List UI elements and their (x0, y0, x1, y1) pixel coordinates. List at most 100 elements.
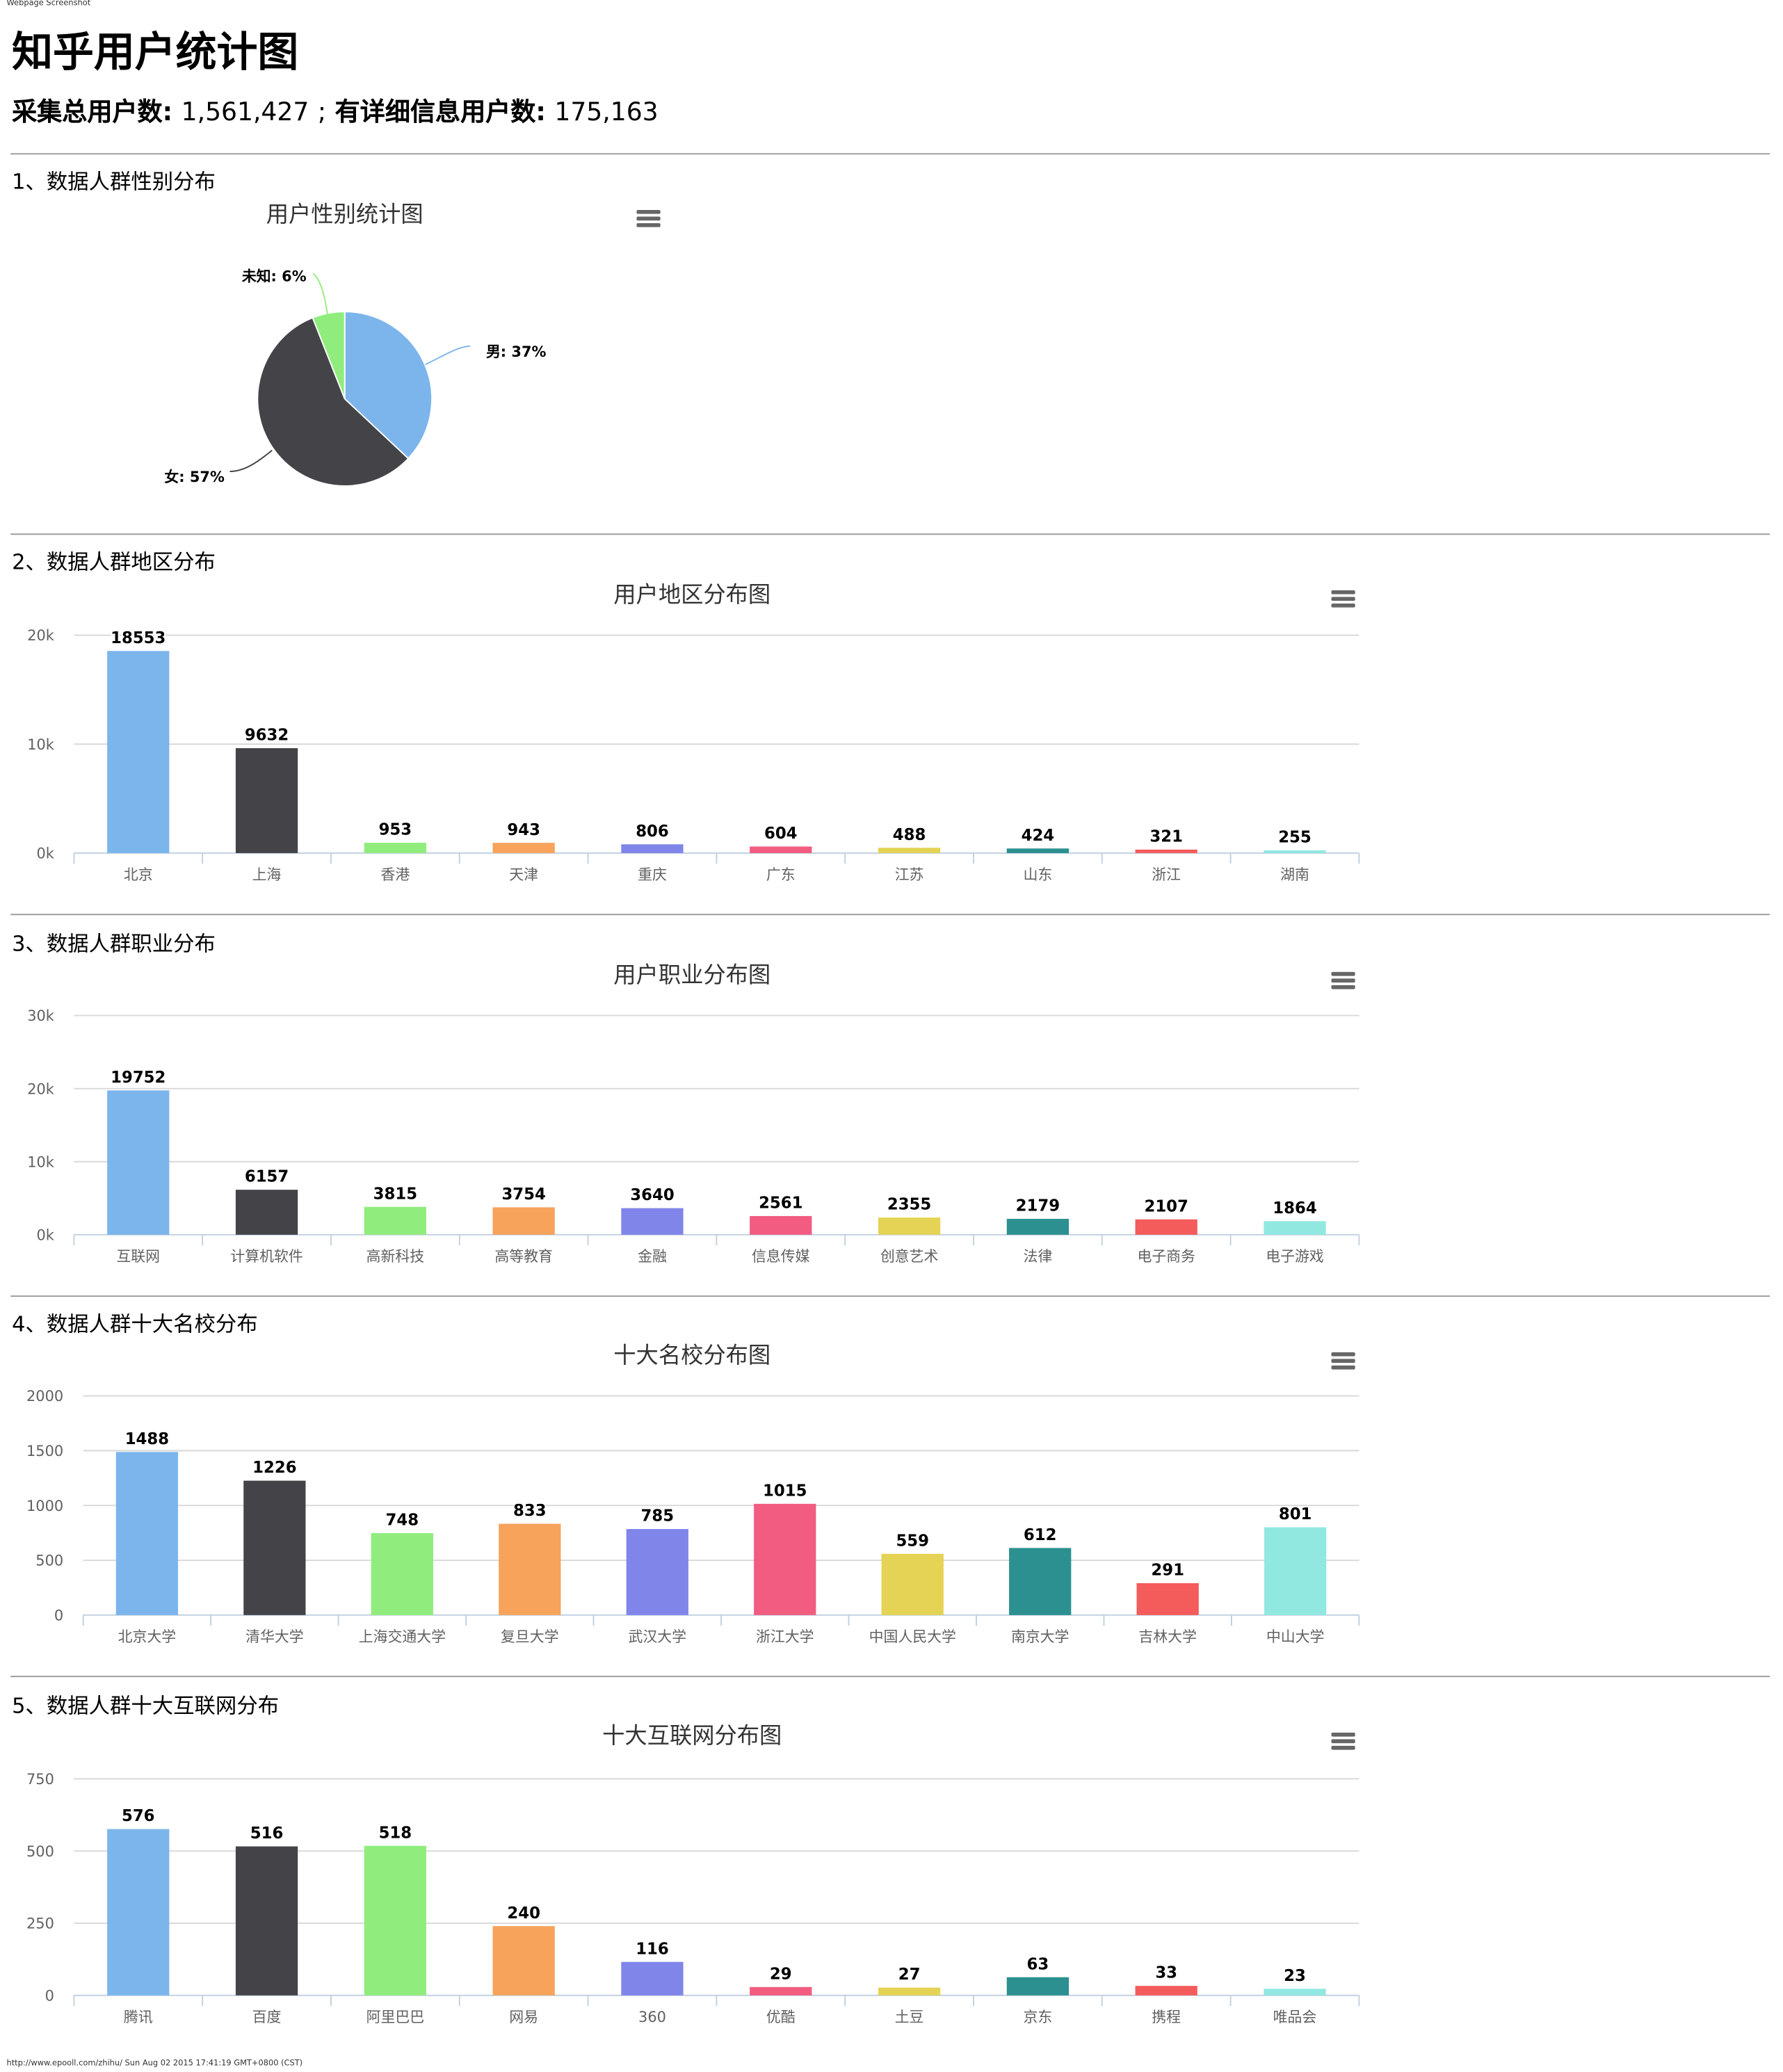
chart-title: 用户职业分布图 (613, 962, 771, 988)
x-category-label: 上海交通大学 (359, 1628, 446, 1645)
bar-复旦大学 (499, 1523, 561, 1615)
bar-value-label: 3754 (501, 1185, 545, 1204)
x-category-label: 高新科技 (366, 1248, 425, 1265)
bar-携程 (1135, 1986, 1197, 1996)
x-category-label: 天津 (509, 866, 538, 883)
detailed-label: 有详细信息用户数: (334, 97, 546, 127)
bar-value-label: 612 (1024, 1526, 1057, 1544)
x-category-label: 信息传媒 (752, 1248, 810, 1265)
bar-江苏 (878, 848, 941, 853)
pie-slice-3 (312, 311, 346, 399)
x-category-label: 阿里巴巴 (366, 2009, 425, 2025)
hamburger-menu-icon[interactable] (636, 209, 661, 227)
bar-广东 (750, 846, 812, 853)
x-category-label: 电子游戏 (1266, 1248, 1324, 1265)
x-category-label: 香港 (380, 866, 410, 883)
divider (10, 153, 1770, 155)
hamburger-menu-icon[interactable] (1331, 971, 1355, 989)
bar-value-label: 291 (1151, 1562, 1184, 1580)
bar-value-label: 806 (636, 823, 669, 841)
bar-value-label: 18553 (111, 629, 166, 647)
hamburger-menu-icon[interactable] (1331, 1352, 1355, 1370)
x-category-label: 创意艺术 (880, 1248, 939, 1265)
x-category-label: 武汉大学 (629, 1628, 687, 1645)
bar-优酷 (750, 1986, 812, 1996)
y-tick-label: 0 (45, 1987, 54, 2004)
bar-value-label: 33 (1155, 1964, 1177, 1982)
pie-slice-2 (257, 316, 410, 487)
bar-value-label: 321 (1149, 828, 1183, 846)
bar-value-label: 2561 (759, 1195, 802, 1213)
y-tick-label: 500 (35, 1553, 63, 1569)
bar-北京大学 (115, 1452, 179, 1615)
bar-value-label: 9632 (245, 727, 289, 745)
x-category-label: 高等教育 (494, 1248, 552, 1265)
pie-slice-1 (344, 311, 433, 460)
y-tick-label: 20k (27, 1080, 55, 1097)
x-category-label: 百度 (252, 2009, 282, 2025)
bar-中国人民大学 (881, 1553, 944, 1615)
y-tick-label: 250 (26, 1916, 54, 1932)
bar-360 (621, 1961, 684, 1996)
bar-value-label: 424 (1022, 827, 1055, 845)
bar-高新科技 (364, 1206, 426, 1235)
y-tick-label: 0k (36, 1227, 54, 1243)
bar-value-label: 63 (1027, 1955, 1049, 1973)
bar-value-label: 516 (250, 1824, 284, 1843)
bar-value-label: 943 (507, 821, 540, 839)
bar-value-label: 785 (641, 1507, 675, 1525)
x-category-label: 浙江大学 (756, 1628, 814, 1645)
bar-value-label: 116 (636, 1940, 669, 1958)
y-tick-label: 1000 (26, 1498, 63, 1514)
y-tick-label: 10k (27, 1154, 55, 1170)
x-category-label: 浙江 (1152, 866, 1181, 883)
bar-value-label: 2107 (1144, 1197, 1188, 1215)
bar-网易 (492, 1926, 555, 1996)
x-category-label: 清华大学 (245, 1628, 303, 1645)
bar-value-label: 255 (1278, 829, 1312, 847)
x-category-label: 互联网 (116, 1248, 160, 1265)
total-label: 采集总用户数: (12, 97, 173, 127)
x-category-label: 金融 (638, 1248, 667, 1265)
bar-中山大学 (1264, 1527, 1327, 1615)
section-heading-profession: 3、数据人群职业分布 (12, 931, 216, 957)
separator: ; (317, 97, 327, 127)
x-category-label: 360 (638, 2009, 666, 2025)
hamburger-menu-icon[interactable] (1331, 1732, 1355, 1750)
bar-电子游戏 (1264, 1221, 1326, 1235)
x-category-label: 中国人民大学 (869, 1628, 956, 1645)
x-category-label: 京东 (1023, 2009, 1052, 2025)
bar-value-label: 518 (379, 1824, 412, 1842)
detailed-value: 175,163 (554, 97, 659, 127)
x-category-label: 法律 (1023, 1248, 1052, 1265)
bar-value-label: 23 (1284, 1967, 1306, 1985)
bar-上海 (235, 748, 298, 853)
pie-connector (229, 449, 273, 472)
section-heading-university: 4、数据人群十大名校分布 (12, 1311, 258, 1337)
bar-天津 (492, 843, 555, 853)
bar-value-label: 748 (386, 1512, 419, 1530)
y-tick-label: 2000 (26, 1388, 63, 1405)
bar-value-label: 559 (896, 1532, 929, 1550)
bar-唯品会 (1264, 1989, 1326, 1996)
bar-创意艺术 (878, 1217, 941, 1235)
bar-清华大学 (243, 1480, 306, 1615)
x-category-label: 南京大学 (1011, 1628, 1070, 1645)
y-tick-label: 10k (27, 736, 55, 753)
bar-法律 (1006, 1218, 1070, 1235)
x-category-label: 湖南 (1280, 866, 1309, 883)
hamburger-menu-icon[interactable] (1331, 590, 1355, 608)
bar-value-label: 2179 (1016, 1197, 1060, 1215)
bar-湖南 (1264, 850, 1326, 853)
x-category-label: 优酷 (766, 2009, 796, 2025)
bar-value-label: 953 (379, 821, 412, 839)
pie-connector (312, 273, 328, 315)
chart-title: 十大互联网分布图 (602, 1722, 782, 1749)
divider (10, 1676, 1770, 1678)
y-tick-label: 0k (36, 845, 54, 862)
bar-value-label: 1015 (763, 1482, 807, 1500)
summary: 采集总用户数: 1,561,427 ; 有详细信息用户数: 175,163 (12, 92, 659, 128)
x-category-label: 计算机软件 (230, 1248, 302, 1265)
bar-value-label: 1488 (125, 1430, 169, 1448)
